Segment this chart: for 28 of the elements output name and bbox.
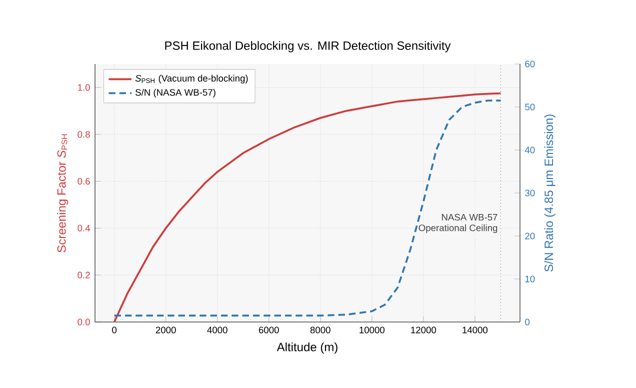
legend-label: S/N (NASA WB-57) xyxy=(135,88,216,98)
y-tick-label: 0.6 xyxy=(78,178,90,185)
x-tick-label: 14000 xyxy=(462,326,488,334)
y2-tick-label: 0 xyxy=(525,318,530,326)
legend-label: S$_{PSH}$ (Vacuum de-blocking) xyxy=(135,74,248,84)
y-tick-label: 1.0 xyxy=(78,84,90,91)
y2-tick-label: 20 xyxy=(525,232,535,240)
y2-tick-label: 40 xyxy=(524,146,535,154)
x-tick-label: 12000 xyxy=(411,326,436,334)
y-axis-title: Screening Factor S$_{PSH}$ xyxy=(56,134,68,252)
y2-tick-label: 60 xyxy=(525,60,535,68)
y-tick-label: 0.2 xyxy=(78,272,90,278)
ref-line-label: NASA WB-57 Operational Ceiling xyxy=(418,214,498,234)
y-tick-label: 0.0 xyxy=(78,318,90,326)
x-axis-title: Altitude (m) xyxy=(276,342,338,354)
x-tick-label: 4000 xyxy=(207,326,228,334)
y-tick-label: 0.4 xyxy=(78,224,90,232)
x-tick-label: 0 xyxy=(112,326,117,334)
x-tick-label: 2000 xyxy=(156,326,176,334)
y-tick-label: 0.8 xyxy=(78,131,90,138)
chart-title: PSH Eikonal Deblocking vs. MIR Detection Sensitivity xyxy=(165,41,451,52)
x-tick-label: 8000 xyxy=(310,326,330,334)
y2-tick-label: 10 xyxy=(525,276,535,282)
y2-tick-label: 30 xyxy=(525,190,535,196)
y2-tick-label: 50 xyxy=(525,104,535,110)
x-tick-label: 10000 xyxy=(360,326,385,334)
y2-axis-title: S/N Ratio (4.85 μm Emission) xyxy=(544,114,556,272)
x-tick-label: 6000 xyxy=(258,326,279,334)
